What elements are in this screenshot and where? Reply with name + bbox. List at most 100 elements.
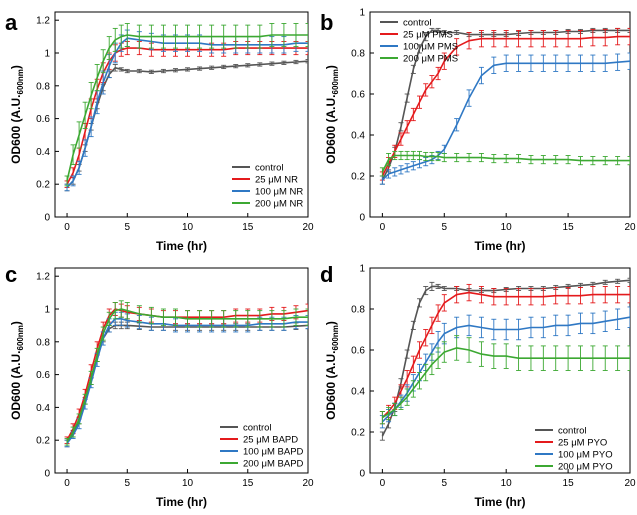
y-axis-label-main: OD600 (A.U.: [324, 95, 338, 164]
legend-label: 200 μM PMS: [403, 54, 458, 65]
x-tick-label: 15: [563, 222, 575, 233]
plot-data-area: [64, 300, 308, 448]
x-axis-label: Time (hr): [156, 239, 207, 253]
y-axis-label: OD600 (A.U.600nm): [324, 65, 340, 164]
legend-label: 25 μM BAPD: [243, 435, 298, 446]
series-line: [381, 29, 630, 181]
x-tick-label: 10: [182, 222, 194, 233]
legend-label: control: [403, 18, 432, 29]
series-line: [381, 279, 630, 437]
series-200-m-pyo: [379, 335, 630, 425]
y-tick-label: 1.2: [36, 272, 50, 283]
y-tick-label: 0.6: [36, 114, 50, 125]
y-axis-label-main: OD600 (A.U.: [9, 95, 23, 164]
panel-letter-a: a: [5, 10, 18, 35]
y-tick-label: 1.2: [36, 16, 50, 27]
x-tick-label: 10: [501, 222, 513, 233]
y-tick-label: 0.4: [351, 131, 365, 142]
y-axis-label-subscript: 600nm: [16, 325, 25, 350]
legend-label: 25 μM PYO: [558, 438, 607, 449]
x-tick-label: 10: [182, 478, 194, 489]
panel-c: c 0 5 10 15 20 0 0.2 0.4 0.6 0.8 1 1.2 Time (hr) OD600…: [5, 262, 314, 509]
series-200-m-bapd: [64, 300, 308, 446]
y-tick-label: 0.2: [36, 436, 50, 447]
x-axis-label: Time (hr): [156, 495, 207, 509]
y-axis-label: OD600 (A.U.600nm): [9, 321, 25, 420]
y-axis-label-close: ): [324, 65, 338, 69]
x-tick-label: 0: [64, 478, 70, 489]
y-axis-label: OD600 (A.U.600nm): [9, 65, 25, 164]
panel-d: d 0 5 10 15 20 0 0.2 0.4 0.6 0.8 1 Time (hr) OD600 (A…: [320, 262, 636, 509]
series-line: [66, 308, 308, 443]
x-tick-label: 20: [302, 222, 314, 233]
series-line: [381, 316, 630, 423]
series-line: [381, 35, 630, 177]
panel-letter-b: b: [320, 10, 333, 35]
y-tick-label: 1: [359, 8, 365, 19]
x-tick-label: 20: [624, 478, 636, 489]
series-line: [381, 60, 630, 181]
y-tick-label: 1: [359, 264, 365, 275]
legend-label: 200 μM BAPD: [243, 459, 304, 470]
plot-frame: [54, 267, 309, 474]
y-tick-label: 0.6: [351, 346, 365, 357]
legend-label: 25 μM NR: [255, 175, 298, 186]
plot-frame: [54, 11, 309, 218]
y-tick-label: 0.8: [351, 49, 365, 60]
plot-data-area: [379, 277, 630, 441]
y-tick-label: 1: [44, 305, 50, 316]
plot-data-area: [379, 27, 630, 185]
series-200-m-pms: [379, 150, 630, 177]
x-tick-label: 15: [242, 222, 254, 233]
panel-letter-c: c: [5, 262, 17, 287]
y-axis-label-close: ): [9, 321, 23, 325]
legend-label: control: [243, 423, 272, 434]
panel-letter-d: d: [320, 262, 333, 287]
x-tick-label: 20: [624, 222, 636, 233]
y-axis-label: OD600 (A.U.600nm): [324, 321, 340, 420]
panel-a: a 0 5 10 15 20 0 0.2 0.4 0.6 0.8 1 1.2 Time (hr) OD600…: [5, 10, 314, 253]
y-tick-label: 0.4: [351, 387, 365, 398]
legend-label: 25 μM PMS: [403, 30, 453, 41]
x-tick-label: 0: [64, 222, 70, 233]
y-tick-label: 0.8: [36, 81, 50, 92]
x-tick-label: 5: [125, 222, 131, 233]
legend-label: 100 μM NR: [255, 187, 303, 198]
series-line: [381, 154, 630, 173]
y-tick-label: 0: [44, 213, 50, 224]
y-tick-label: 0.6: [36, 370, 50, 381]
plot-frame: [369, 11, 631, 218]
x-tick-label: 5: [442, 222, 448, 233]
series-line: [66, 37, 308, 189]
y-axis-label-subscript: 600nm: [331, 69, 340, 94]
legend-label: 100 μM PMS: [403, 42, 458, 53]
x-tick-label: 5: [125, 478, 131, 489]
y-tick-label: 0: [359, 213, 365, 224]
y-tick-label: 1: [44, 49, 50, 60]
y-tick-label: 0: [359, 469, 365, 480]
x-tick-label: 5: [442, 478, 448, 489]
series-line: [381, 347, 630, 419]
legend-label: 200 μM NR: [255, 199, 303, 210]
y-tick-label: 0.8: [351, 305, 365, 316]
y-tick-label: 0.4: [36, 403, 50, 414]
series-line: [66, 317, 308, 444]
series-line: [381, 291, 630, 419]
x-axis-label: Time (hr): [474, 239, 525, 253]
x-tick-label: 0: [380, 222, 386, 233]
plot-data-area: [64, 23, 308, 192]
y-axis-label-main: OD600 (A.U.: [324, 351, 338, 420]
y-tick-label: 0.2: [36, 180, 50, 191]
y-tick-label: 0.8: [36, 337, 50, 348]
series-200-m-nr: [64, 23, 308, 187]
x-tick-label: 20: [302, 478, 314, 489]
y-axis-label-main: OD600 (A.U.: [9, 351, 23, 420]
legend-label: control: [255, 163, 284, 174]
y-axis-label-close: ): [9, 65, 23, 69]
legend-label: 200 μM PYO: [558, 462, 613, 473]
